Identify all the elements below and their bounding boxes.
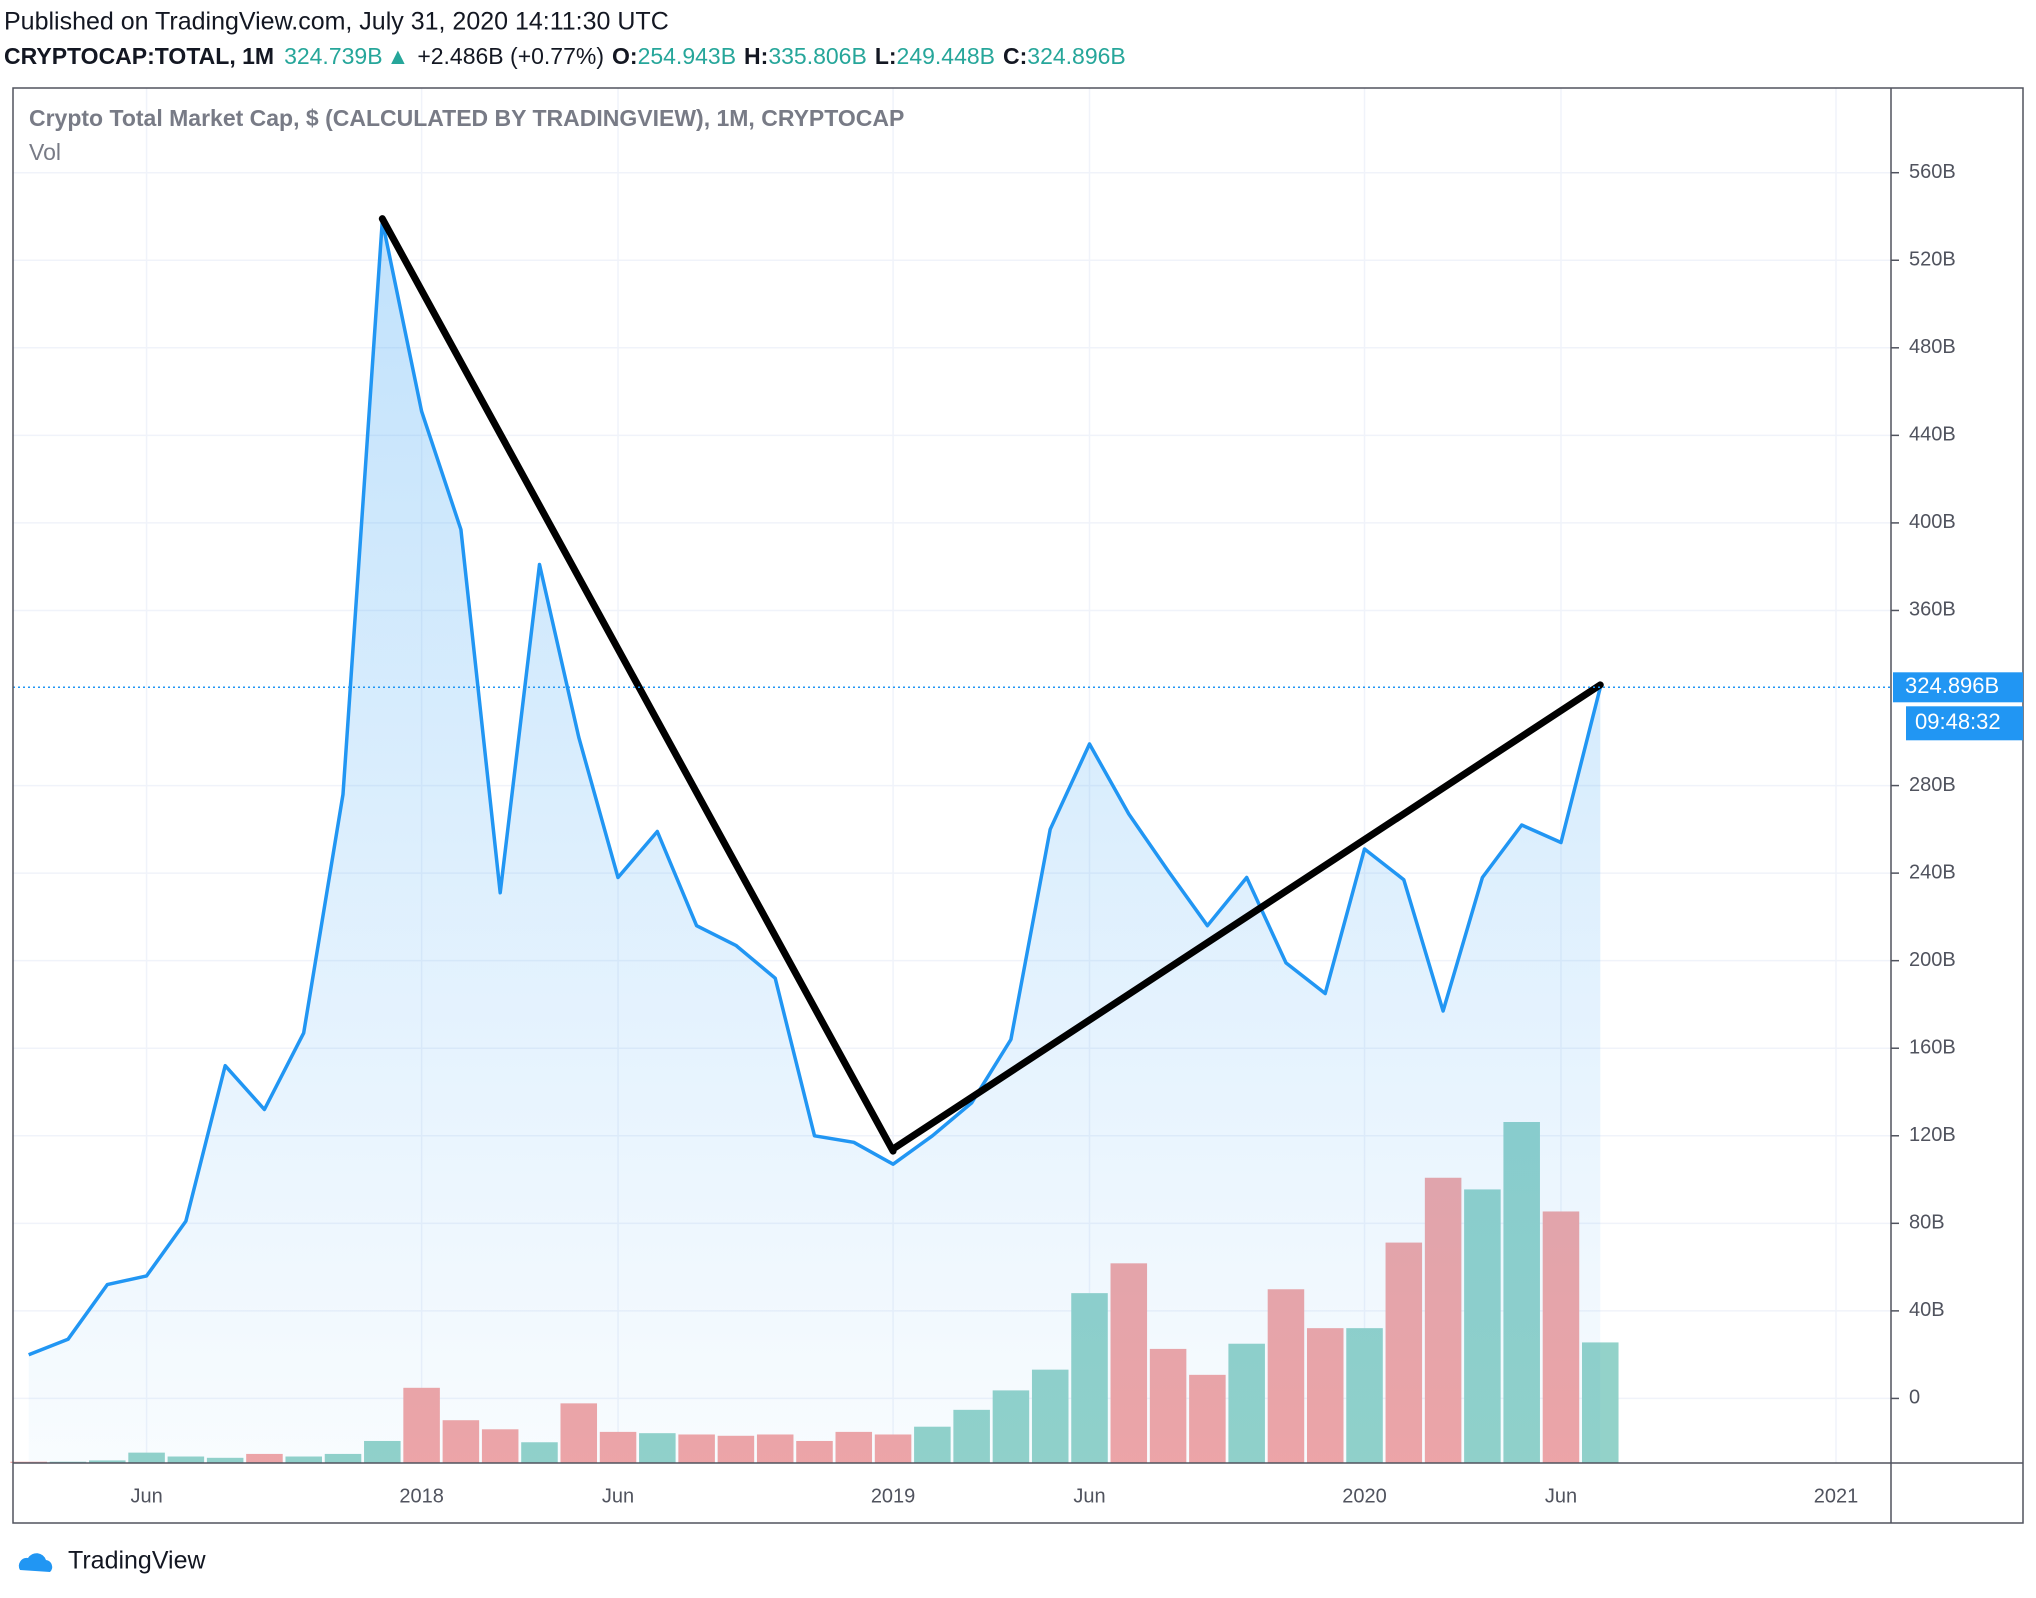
- logo: [18, 1553, 53, 1572]
- l: 249.448B: [897, 43, 995, 69]
- countdown-box: [1906, 706, 2023, 741]
- legend-volume: Vol: [29, 139, 61, 165]
- line: [28, 219, 1602, 1357]
- frame: [12, 87, 2024, 1524]
- y-tick-label: 400B: [1909, 511, 1956, 533]
- x-tick-label: 2018: [399, 1485, 444, 1507]
- y-tick-label: 440B: [1909, 424, 1956, 446]
- l-label: L:: [875, 43, 897, 69]
- x-tick-label: Jun: [1073, 1485, 1105, 1507]
- y-tick-label: 560B: [1909, 161, 1956, 183]
- x-tick-label: Jun: [1545, 1485, 1577, 1507]
- trendline: [889, 681, 1604, 1153]
- symbol-line: CRYPTOCAP:TOTAL, 1M 324.739B ▲ +2.486B (+0.…: [4, 43, 1126, 69]
- x-tick-label: 2019: [871, 1485, 916, 1507]
- x-tick-label: Jun: [130, 1485, 162, 1507]
- h-label: H:: [744, 43, 768, 69]
- change: +2.486B (+0.77%): [417, 43, 604, 69]
- y-tick-label: 200B: [1909, 949, 1956, 971]
- x-tick-label: 2021: [1814, 1485, 1859, 1507]
- o-label: O:: [612, 43, 638, 69]
- y-tick-label: 160B: [1909, 1037, 1956, 1059]
- plot: [10, 88, 1891, 1463]
- y-tick-label: 0: [1909, 1387, 1920, 1409]
- x-tick-label: Jun: [602, 1485, 634, 1507]
- countdown: 09:48:32: [1915, 709, 2001, 734]
- y-tick-label: 480B: [1909, 336, 1956, 358]
- arrow: ▲: [387, 43, 410, 69]
- c-label: C:: [1003, 43, 1027, 69]
- y-tick-label: 80B: [1909, 1212, 1945, 1234]
- legend-series: Crypto Total Market Cap, $ (CALCULATED B…: [29, 105, 904, 131]
- published: Published on TradingView.com, July 31, 2…: [4, 8, 669, 36]
- y-tick-label: 520B: [1909, 249, 1956, 271]
- h: 335.806B: [768, 43, 866, 69]
- price: 324.739B: [284, 43, 382, 69]
- c: 324.896B: [1027, 43, 1125, 69]
- last-price-box: [1893, 672, 2023, 703]
- x-tick-label: 2020: [1342, 1485, 1387, 1507]
- trendline: [378, 215, 897, 1155]
- y-tick-label: 120B: [1909, 1124, 1956, 1146]
- y-tick-label: 360B: [1909, 599, 1956, 621]
- symbol: CRYPTOCAP:TOTAL, 1M: [4, 43, 274, 69]
- last-price-label: 324.896B: [1905, 673, 1999, 698]
- y-tick-label: 40B: [1909, 1299, 1945, 1321]
- y-tick-label: 280B: [1909, 774, 1956, 796]
- y-tick-label: 240B: [1909, 861, 1956, 883]
- o: 254.943B: [638, 43, 736, 69]
- brand: TradingView: [68, 1547, 207, 1575]
- area: [28, 220, 1601, 1463]
